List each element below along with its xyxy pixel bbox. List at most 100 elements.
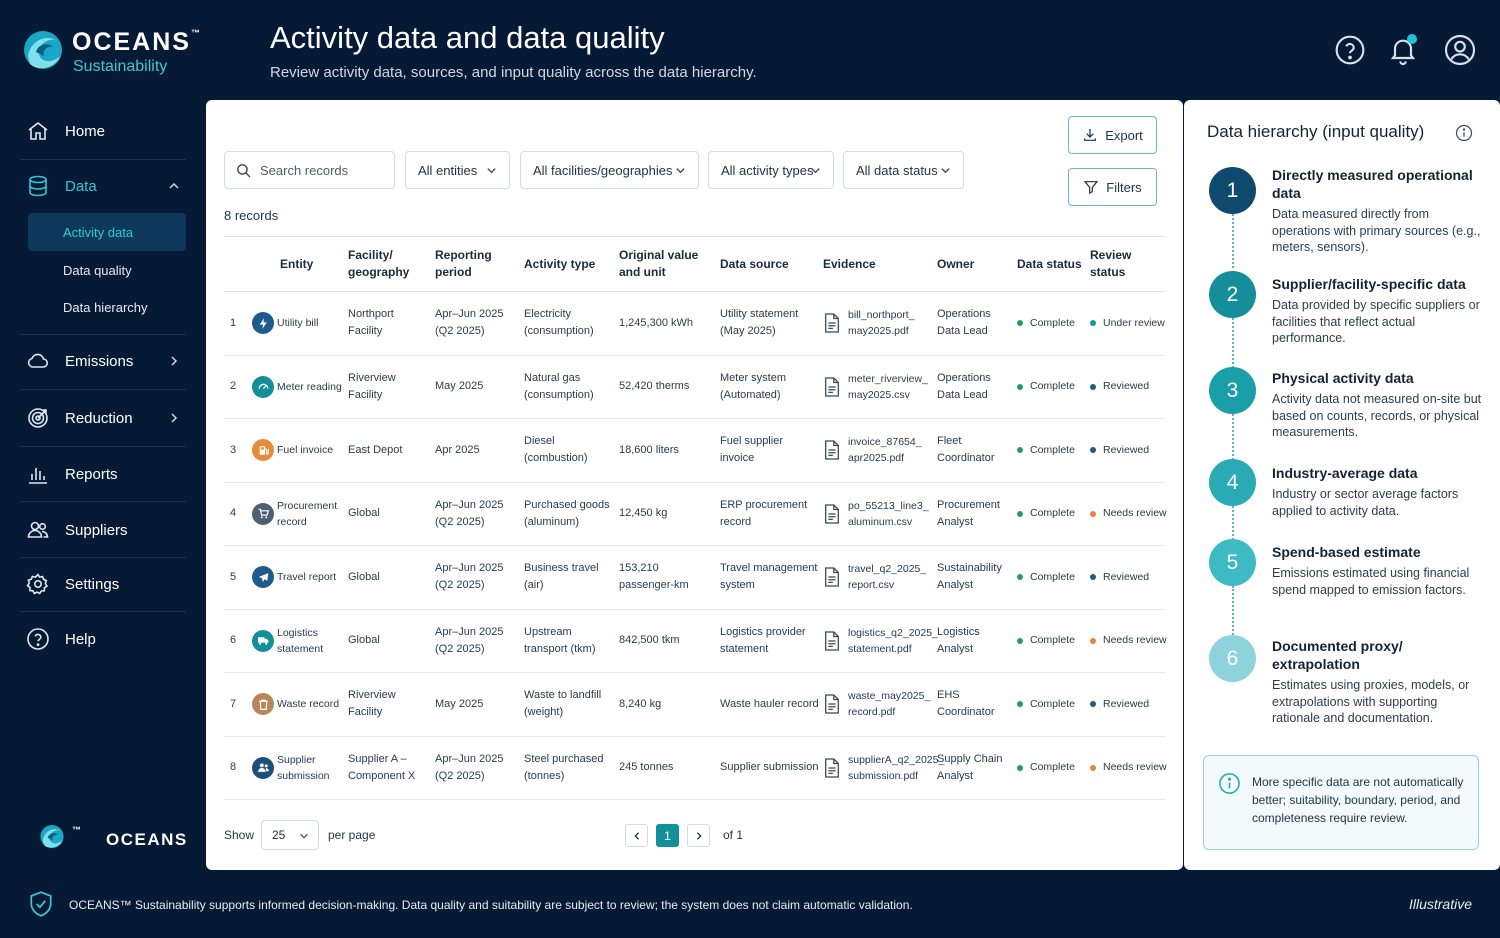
evidence-cell[interactable]: supplierA_q2_2025_ submission.pdf (823, 736, 944, 800)
table-row[interactable]: 8 Supplier submission Supplier A – Compone… (224, 736, 1167, 800)
sidebar-item-label: Help (65, 630, 96, 648)
column-header-period[interactable]: Reporting period (435, 236, 524, 292)
sidebar-item-reduction[interactable]: Reduction (20, 391, 186, 445)
evidence-file-link[interactable]: bill_northport_ may2025.pdf (848, 309, 915, 338)
evidence-file-link[interactable]: travel_q2_2025_ report.csv (848, 563, 927, 592)
connector-line (1232, 586, 1234, 638)
evidence-cell[interactable]: logistics_q2_2025_ statement.pdf (823, 609, 938, 673)
sidebar-subitem-activity-data[interactable]: Activity data (28, 213, 186, 251)
column-header-data-status[interactable]: Data status (1017, 236, 1090, 292)
period-cell: May 2025 (435, 672, 524, 737)
filter-activity-types-dropdown[interactable]: All activity types (708, 151, 834, 189)
bar-chart-icon (26, 462, 50, 486)
sidebar-subitem-data-quality[interactable]: Data quality (63, 262, 132, 278)
evidence-file-link[interactable]: supplierA_q2_2025_ submission.pdf (848, 753, 945, 782)
column-header-review-status[interactable]: Review status (1090, 236, 1165, 292)
page-1-button[interactable]: 1 (656, 824, 679, 847)
evidence-cell[interactable]: po_55213_line3_ aluminum.csv (823, 482, 937, 546)
filter-facilities-dropdown[interactable]: All facilities/geographies (520, 151, 699, 189)
info-icon (1219, 773, 1240, 794)
review-status-label: Reviewed (1103, 380, 1150, 393)
user-account-icon[interactable] (1444, 34, 1476, 66)
export-button[interactable]: Export (1068, 116, 1157, 154)
previous-page-button[interactable] (625, 824, 648, 847)
evidence-file-link[interactable]: waste_may2025_ record.pdf (848, 690, 931, 719)
facility-cell: East Depot (348, 418, 435, 483)
sidebar-footer-logo: OCEANS ™ (38, 820, 198, 852)
sidebar-subitem-data-hierarchy[interactable]: Data hierarchy (63, 299, 148, 315)
table-row[interactable]: 1 Utility bill Northport Facility Apr–Jun 2… (224, 291, 1165, 356)
status-dot (1090, 701, 1096, 708)
table-row[interactable]: 5 Travel report Global Apr–Jun 2025 (Q2 202… (224, 545, 1165, 610)
data-status-cell: Complete (1017, 482, 1090, 546)
evidence-cell[interactable]: invoice_87654_ apr2025.pdf (823, 418, 937, 483)
chevron-down-icon (811, 168, 820, 174)
show-label: Show (224, 828, 255, 842)
page-subtitle: Review activity data, sources, and input… (270, 64, 757, 81)
evidence-file-link[interactable]: po_55213_line3_ aluminum.csv (848, 499, 929, 528)
brand-logo[interactable]: OCEANS™ Sustainability (22, 26, 212, 78)
chevron-down-icon (941, 168, 950, 174)
table-row[interactable]: 2 Meter reading Riverview Facility May 2025… (224, 355, 1165, 419)
period-cell: Apr–Jun 2025 (Q2 2025) (435, 482, 524, 546)
status-dot (1090, 383, 1096, 390)
filters-button[interactable]: Filters (1068, 168, 1157, 206)
original-value-cell: 842,500 tkm (619, 609, 720, 673)
sidebar-item-data[interactable]: Data (20, 159, 186, 213)
table-row[interactable]: 6 Logistics statement Global Apr–Jun 2025 (… (224, 609, 1167, 673)
search-box[interactable] (224, 151, 395, 189)
filter-entities-dropdown[interactable]: All entities (405, 151, 510, 189)
evidence-file-link[interactable]: invoice_87654_ apr2025.pdf (848, 436, 922, 465)
facility-cell: Riverview Facility (348, 355, 435, 419)
evidence-cell[interactable]: bill_northport_ may2025.pdf (823, 291, 937, 356)
column-header-owner[interactable]: Owner (937, 236, 1017, 292)
sidebar-item-suppliers[interactable]: Suppliers (20, 503, 186, 557)
sidebar-item-settings[interactable]: Settings (20, 557, 186, 611)
entity-label: Meter reading (277, 380, 342, 393)
gear-icon (26, 572, 50, 596)
filters-label: Filters (1106, 179, 1142, 195)
evidence-file-link[interactable]: meter_riverview_ may2025.csv (848, 372, 928, 401)
review-status-cell: Under review (1090, 291, 1165, 356)
column-header-data-source[interactable]: Data source (720, 236, 823, 292)
status-dot (1090, 574, 1096, 581)
evidence-cell[interactable]: waste_may2025_ record.pdf (823, 672, 937, 737)
bell-icon[interactable] (1387, 34, 1419, 66)
facility-cell: Global (348, 482, 435, 546)
database-icon (26, 174, 50, 198)
column-header-activity-type[interactable]: Activity type (524, 236, 619, 292)
column-header-evidence[interactable]: Evidence (823, 236, 937, 292)
sidebar-item-label: Home (65, 122, 106, 140)
status-dot (1017, 510, 1023, 517)
activity-data-card: All entities All facilities/geographies … (206, 100, 1183, 870)
info-icon[interactable] (1455, 124, 1473, 142)
filter-data-status-dropdown[interactable]: All data status (843, 151, 964, 189)
per-page-select[interactable]: 25 (261, 820, 319, 850)
next-page-button[interactable] (687, 824, 710, 847)
table-row[interactable]: 3 Fuel invoice East Depot Apr 2025 Diesel (c… (224, 418, 1165, 483)
evidence-cell[interactable]: meter_riverview_ may2025.csv (823, 355, 937, 419)
column-header-original-value[interactable]: Original value and unit (619, 236, 720, 292)
column-header-facility[interactable]: Facility/ geography (348, 236, 435, 292)
table-row[interactable]: 7 Waste record Riverview Facility May 2025 W… (224, 672, 1165, 737)
evidence-file-link[interactable]: logistics_q2_2025_ statement.pdf (848, 626, 938, 655)
step-6-badge: 6 (1209, 635, 1256, 682)
help-icon[interactable] (1334, 34, 1366, 66)
status-dot (1017, 701, 1023, 708)
table-row[interactable]: 4 Procurement record Global Apr–Jun 2025 (Q… (224, 482, 1167, 546)
status-dot (1090, 510, 1096, 517)
evidence-cell[interactable]: travel_q2_2025_ report.csv (823, 545, 937, 610)
column-header-entity[interactable]: Entity (252, 236, 348, 292)
data-source-cell: Fuel supplier invoice (720, 418, 823, 483)
step-3-description: Activity data not measured on-site but b… (1272, 392, 1482, 439)
data-status-label: Complete (1030, 380, 1075, 393)
sidebar-item-reports[interactable]: Reports (20, 447, 186, 501)
sidebar-item-help[interactable]: Help (20, 612, 186, 666)
search-input[interactable] (260, 162, 380, 178)
status-dot (1090, 637, 1096, 644)
sidebar-item-home[interactable]: Home (20, 104, 186, 158)
review-status-label: Needs review (1103, 507, 1167, 520)
sidebar-item-emissions[interactable]: Emissions (20, 334, 186, 388)
data-hierarchy-panel: Data hierarchy (input quality) 1 Directl… (1184, 100, 1500, 870)
period-cell: May 2025 (435, 355, 524, 419)
